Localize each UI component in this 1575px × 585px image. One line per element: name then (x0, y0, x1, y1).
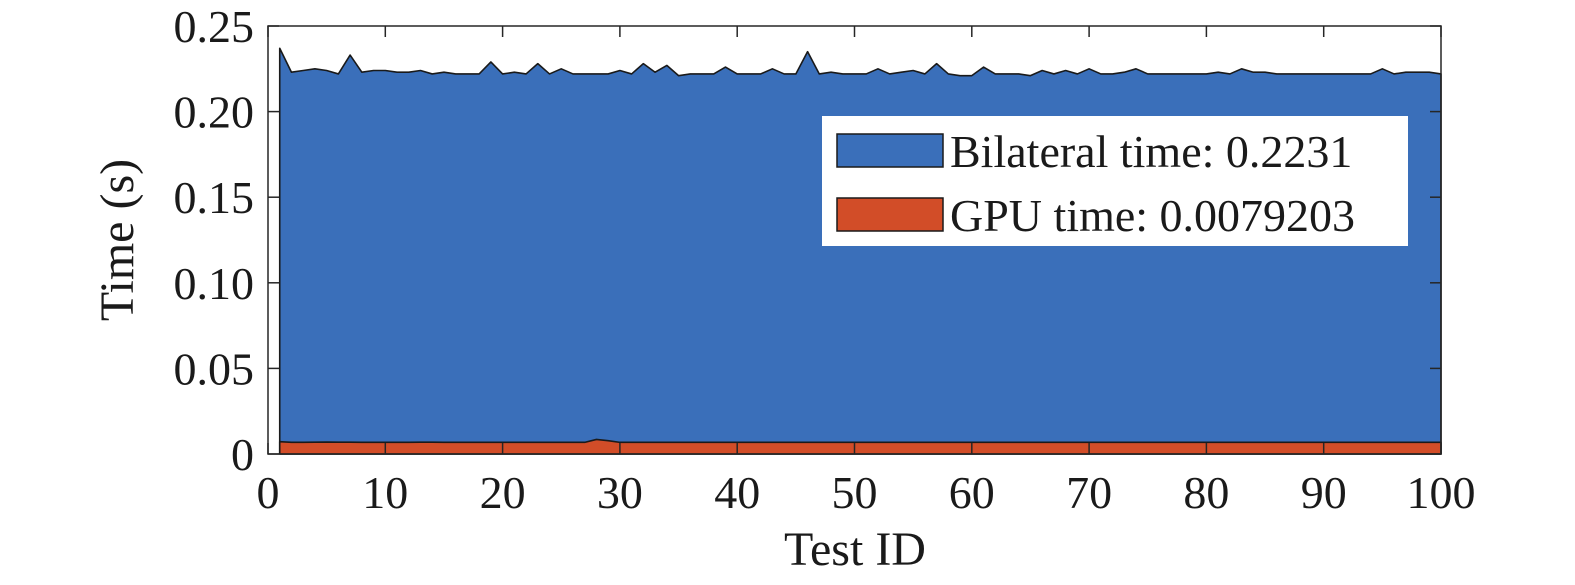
x-axis-label: Test ID (784, 523, 926, 576)
x-tick-label: 0 (257, 467, 280, 518)
x-tick-label: 30 (597, 467, 643, 518)
series-layer (278, 47, 1442, 455)
x-tick-label: 50 (832, 467, 878, 518)
x-tick-label: 60 (949, 467, 995, 518)
x-tick-label: 80 (1183, 467, 1229, 518)
x-tick-label: 70 (1066, 467, 1112, 518)
axes-layer: 0 10 20 30 40 50 60 70 80 90 100 0 0.05 0.10 0.15 0.20 0… (174, 1, 1476, 518)
series-area-0 (278, 47, 1442, 455)
x-tick-label: 90 (1301, 467, 1347, 518)
series-area-1 (278, 438, 1442, 455)
y-axis-label: Time (s) (91, 159, 144, 321)
y-tick-label: 0.05 (174, 343, 255, 394)
legend-swatch-bilateral (836, 133, 944, 168)
y-tick-label: 0.25 (174, 1, 255, 52)
x-tick-label: 10 (362, 467, 408, 518)
legend: Bilateral time: 0.2231 GPU time: 0.00792… (822, 116, 1408, 246)
x-tick-label: 40 (714, 467, 760, 518)
x-tick-label: 20 (480, 467, 526, 518)
legend-label-gpu: GPU time: 0.0079203 (950, 190, 1355, 241)
legend-label-bilateral: Bilateral time: 0.2231 (950, 126, 1352, 177)
legend-swatch-gpu (836, 197, 944, 232)
y-tick-label: 0.10 (174, 258, 255, 309)
y-tick-label: 0.20 (174, 87, 255, 138)
y-tick-label: 0.15 (174, 172, 255, 223)
y-tick-label: 0 (231, 429, 254, 480)
x-tick-label: 100 (1407, 467, 1476, 518)
